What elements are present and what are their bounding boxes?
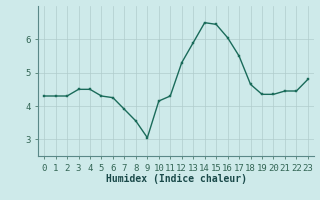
X-axis label: Humidex (Indice chaleur): Humidex (Indice chaleur) [106,174,246,184]
